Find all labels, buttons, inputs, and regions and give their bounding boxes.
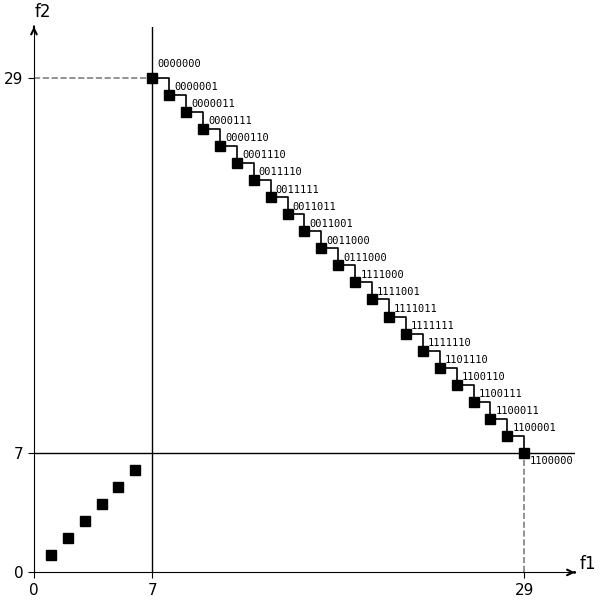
Text: 0001110: 0001110 [242,150,286,160]
Text: 0000110: 0000110 [225,134,269,143]
Text: 1100110: 1100110 [461,372,505,382]
Text: 0011111: 0011111 [276,185,319,194]
Text: 1100111: 1100111 [479,389,523,399]
Text: 1111001: 1111001 [377,287,421,297]
Text: 0011001: 0011001 [310,219,353,229]
Text: 0111000: 0111000 [343,253,387,263]
Text: f1: f1 [580,555,596,573]
Text: 1111000: 1111000 [360,270,404,280]
Text: 0011110: 0011110 [259,167,302,178]
Text: 1111110: 1111110 [428,338,472,348]
Text: 1101110: 1101110 [445,355,488,365]
Text: 0011000: 0011000 [326,236,370,246]
Text: 1100001: 1100001 [512,423,556,433]
Text: 0000111: 0000111 [208,116,252,126]
Text: 1100011: 1100011 [496,406,539,417]
Text: 1100000: 1100000 [529,456,573,467]
Text: 0000000: 0000000 [157,59,201,69]
Text: 1111111: 1111111 [411,321,455,331]
Text: 0000001: 0000001 [174,82,218,92]
Text: 0000011: 0000011 [191,99,235,109]
Text: f2: f2 [34,4,50,22]
Text: 1111011: 1111011 [394,304,438,314]
Text: 0011011: 0011011 [293,202,337,212]
